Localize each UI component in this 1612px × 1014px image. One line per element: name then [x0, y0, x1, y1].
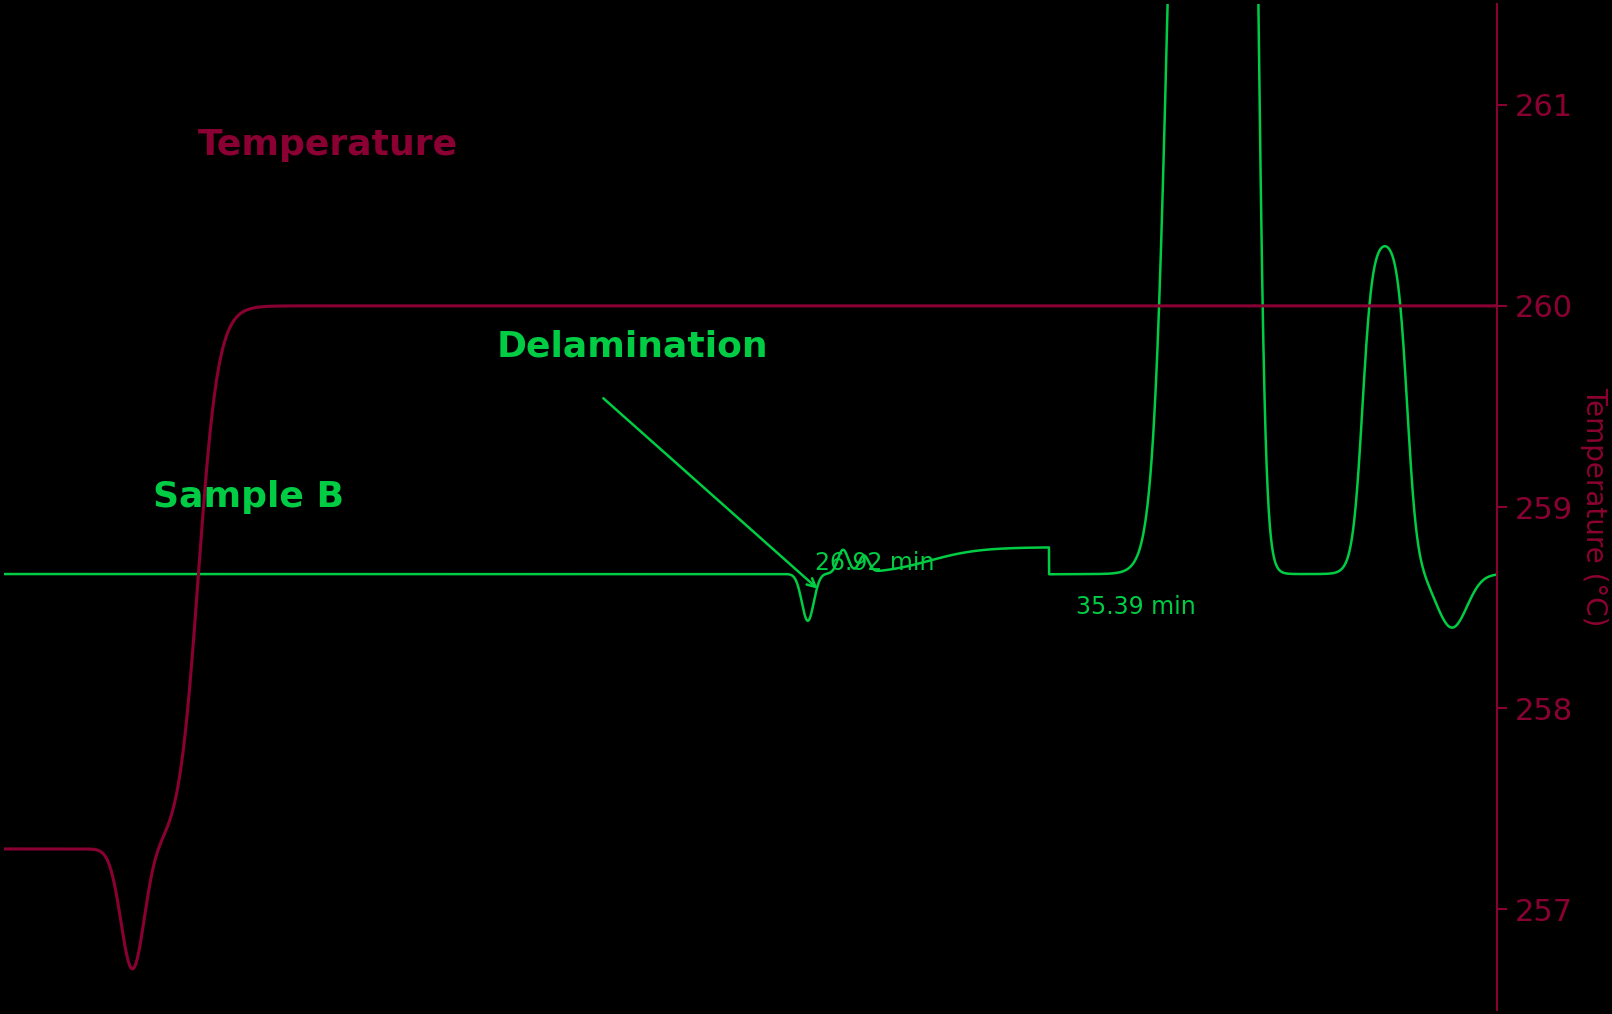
Text: 26.92 min: 26.92 min [816, 552, 935, 576]
Text: Sample B: Sample B [153, 480, 345, 514]
Text: Temperature: Temperature [198, 128, 458, 162]
Y-axis label: Temperature (°C): Temperature (°C) [1580, 387, 1607, 627]
Text: 35.39 min: 35.39 min [1075, 595, 1196, 620]
Text: Delamination: Delamination [496, 330, 769, 363]
